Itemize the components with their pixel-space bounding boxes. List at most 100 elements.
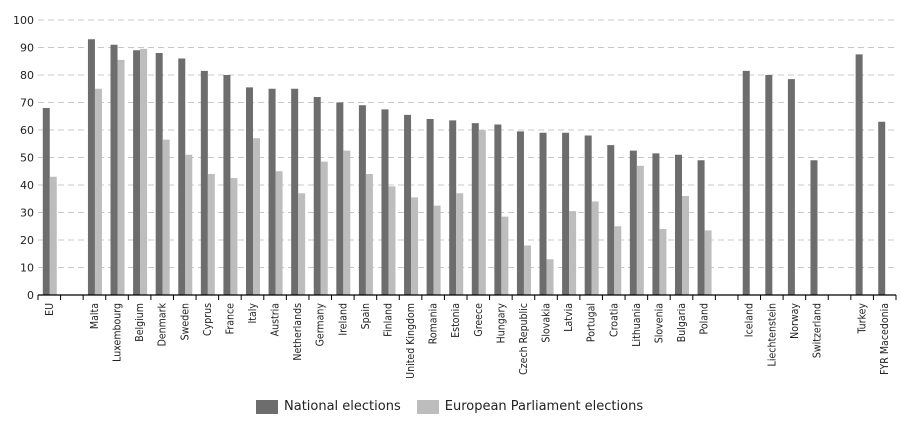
x-category-label-romania: Romania <box>428 303 440 344</box>
y-tick-label-60: 60 <box>20 124 34 137</box>
legend-swatch-national <box>256 399 278 414</box>
legend-label-national: National elections <box>284 399 401 414</box>
x-category-label-finland: Finland <box>382 303 394 337</box>
y-tick-label-30: 30 <box>20 207 34 220</box>
bar-national-portugal <box>584 135 592 295</box>
x-category-label-bulgaria: Bulgaria <box>676 303 688 342</box>
bar-european-lithuania <box>636 165 644 295</box>
bar-national-ireland <box>336 102 344 295</box>
bar-national-greece <box>471 123 479 295</box>
bar-national-liechtenstein <box>765 75 773 295</box>
bar-national-slovakia <box>539 132 547 295</box>
bar-european-austria <box>275 171 283 295</box>
bars <box>42 39 886 295</box>
y-tick-label-80: 80 <box>20 69 34 82</box>
x-category-label-eu: EU <box>44 303 56 316</box>
x-category-labels: EU Malta Luxembourg Belgium Denmark Sweden Cyp… <box>44 302 891 378</box>
axes <box>37 294 897 300</box>
bar-european-netherlands <box>298 193 306 295</box>
x-category-label-croatia: Croatia <box>608 303 620 337</box>
bar-national-germany <box>313 97 321 295</box>
bar-national-czech-republic <box>516 131 524 295</box>
legend-item-national: National elections <box>256 399 401 414</box>
x-category-label-turkey: Turkey <box>857 303 869 335</box>
x-category-label-ireland: Ireland <box>337 303 349 336</box>
x-category-label-portugal: Portugal <box>586 303 598 342</box>
bar-european-cyprus <box>207 174 215 295</box>
x-category-label-iceland: Iceland <box>744 303 756 337</box>
bar-national-sweden <box>178 58 186 295</box>
bar-european-poland <box>704 230 712 295</box>
bar-european-latvia <box>569 211 577 295</box>
bar-national-austria <box>268 88 276 295</box>
bar-european-germany <box>320 161 328 295</box>
bar-national-fyr-macedonia <box>878 121 886 295</box>
x-category-label-poland: Poland <box>699 303 711 335</box>
y-tick-label-100: 100 <box>13 14 34 27</box>
bar-national-eu <box>42 108 50 295</box>
x-category-label-italy: Italy <box>247 303 259 324</box>
x-category-label-czech-republic: Czech Republic <box>518 303 530 375</box>
y-tick-label-20: 20 <box>20 234 34 247</box>
bar-european-croatia <box>614 226 622 295</box>
bar-national-netherlands <box>291 88 299 295</box>
x-category-label-united-kingdom: United Kingdom <box>405 303 417 379</box>
bar-national-estonia <box>449 120 457 295</box>
x-category-label-estonia: Estonia <box>450 303 462 338</box>
bar-national-turkey <box>855 54 863 295</box>
bar-european-bulgaria <box>682 196 689 295</box>
x-category-label-switzerland: Switzerland <box>811 303 823 358</box>
x-category-label-sweden: Sweden <box>179 303 191 340</box>
bar-national-iceland <box>742 70 750 295</box>
bar-european-eu <box>49 176 57 295</box>
bar-european-france <box>230 178 238 295</box>
y-tick-label-0: 0 <box>27 289 34 302</box>
bar-european-slovakia <box>546 259 554 295</box>
x-category-label-cyprus: Cyprus <box>202 303 214 336</box>
bar-european-hungary <box>501 216 509 295</box>
bar-national-malta <box>87 39 95 295</box>
bar-national-luxembourg <box>110 44 118 295</box>
x-category-label-slovakia: Slovakia <box>541 303 553 343</box>
bar-national-finland <box>381 109 389 295</box>
x-category-label-denmark: Denmark <box>157 302 169 346</box>
y-tick-label-40: 40 <box>20 179 34 192</box>
legend-item-european: European Parliament elections <box>416 399 643 414</box>
bar-european-slovenia <box>659 229 667 295</box>
x-category-label-belgium: Belgium <box>134 303 146 342</box>
bar-european-greece <box>478 130 486 295</box>
bar-national-switzerland <box>810 160 818 295</box>
bar-european-portugal <box>591 201 599 295</box>
x-category-label-luxembourg: Luxembourg <box>112 303 124 362</box>
bar-national-denmark <box>155 53 163 295</box>
bar-national-hungary <box>494 124 502 295</box>
x-category-label-malta: Malta <box>89 303 101 329</box>
x-category-label-hungary: Hungary <box>495 303 507 344</box>
x-category-label-fyr-macedonia: FYR Macedonia <box>879 303 891 375</box>
y-tick-label-90: 90 <box>20 42 34 55</box>
x-category-label-norway: Norway <box>789 303 801 339</box>
x-category-label-greece: Greece <box>473 303 485 337</box>
bar-european-italy <box>253 138 260 295</box>
bar-national-belgium <box>133 50 141 295</box>
bar-national-latvia <box>562 132 570 295</box>
bar-european-estonia <box>456 193 464 295</box>
bar-national-poland <box>697 160 705 295</box>
y-tick-labels: 0 10 20 30 40 50 60 70 80 90 100 <box>13 14 34 302</box>
bar-european-finland <box>388 186 396 295</box>
bar-national-lithuania <box>629 150 637 295</box>
y-tick-label-70: 70 <box>20 97 34 110</box>
bar-national-france <box>223 75 231 295</box>
bar-national-croatia <box>607 145 615 295</box>
bar-european-denmark <box>162 139 170 295</box>
x-category-label-france: France <box>224 303 236 335</box>
x-category-label-liechtenstein: Liechtenstein <box>766 303 778 366</box>
bar-european-malta <box>94 88 102 295</box>
legend-swatch-european <box>416 399 439 414</box>
bar-european-sweden <box>185 154 193 295</box>
bar-national-cyprus <box>200 70 208 295</box>
bar-european-romania <box>433 205 441 295</box>
y-tick-label-10: 10 <box>20 262 34 275</box>
bar-national-united-kingdom <box>404 114 412 295</box>
